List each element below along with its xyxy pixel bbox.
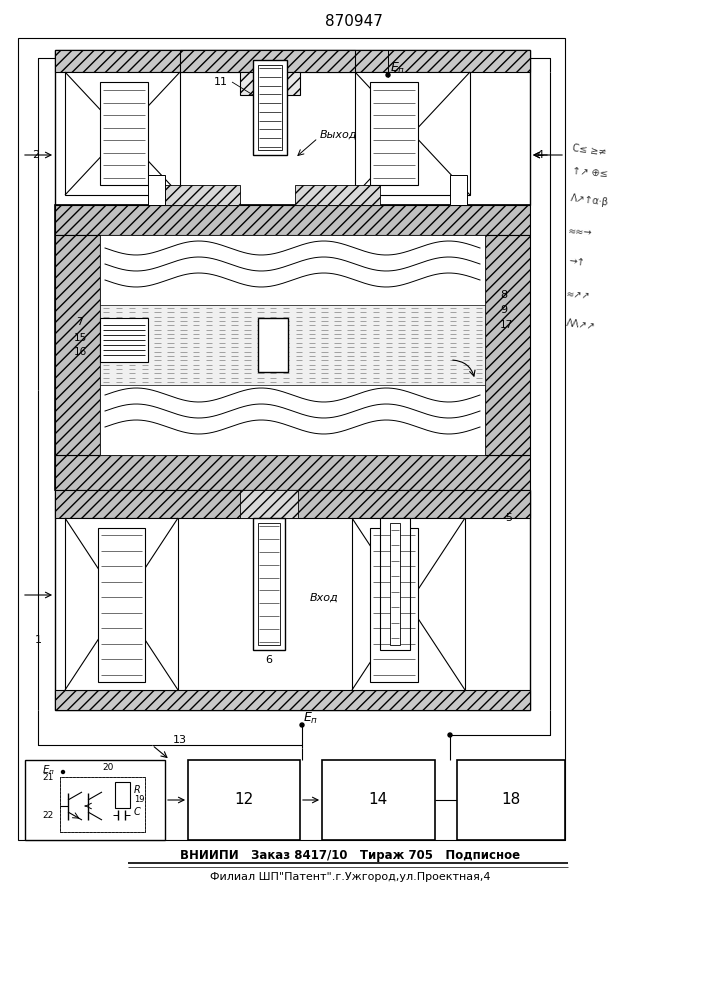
Bar bbox=[60, 777, 145, 832]
Text: 11: 11 bbox=[214, 77, 228, 87]
Circle shape bbox=[300, 723, 304, 727]
Text: $E_п$: $E_п$ bbox=[303, 710, 318, 726]
Text: 10: 10 bbox=[267, 340, 279, 350]
Bar bbox=[258, 523, 280, 645]
Bar bbox=[240, 490, 298, 518]
Bar bbox=[55, 205, 530, 235]
Bar bbox=[450, 175, 467, 205]
Bar bbox=[98, 528, 145, 682]
Bar bbox=[55, 455, 530, 490]
Text: 20: 20 bbox=[103, 764, 114, 772]
Bar bbox=[100, 318, 148, 362]
Bar bbox=[258, 65, 282, 150]
Bar bbox=[457, 760, 565, 840]
Circle shape bbox=[386, 73, 390, 77]
Text: 2: 2 bbox=[33, 150, 40, 160]
Text: →↑: →↑ bbox=[568, 256, 585, 268]
Circle shape bbox=[62, 770, 64, 774]
Text: 8: 8 bbox=[500, 290, 507, 300]
Text: 13: 13 bbox=[173, 735, 187, 745]
Text: 17: 17 bbox=[500, 320, 513, 330]
Text: 5: 5 bbox=[505, 513, 512, 523]
Bar bbox=[355, 72, 470, 195]
Bar bbox=[55, 490, 530, 710]
Bar bbox=[60, 777, 145, 832]
Bar bbox=[295, 185, 380, 205]
Text: 4: 4 bbox=[536, 150, 543, 160]
Text: 870947: 870947 bbox=[325, 14, 383, 29]
Bar bbox=[380, 518, 410, 650]
Text: 9: 9 bbox=[500, 305, 507, 315]
Bar bbox=[55, 50, 530, 205]
Text: ΛΛ↗↗: ΛΛ↗↗ bbox=[566, 318, 597, 332]
Bar bbox=[65, 518, 178, 690]
Bar bbox=[188, 760, 300, 840]
Bar bbox=[55, 205, 530, 490]
Text: Выход: Выход bbox=[320, 130, 358, 140]
Text: C≤ ≥≠: C≤ ≥≠ bbox=[572, 143, 607, 157]
Text: 6: 6 bbox=[266, 655, 272, 665]
Bar bbox=[253, 60, 287, 155]
Bar bbox=[115, 782, 130, 808]
Bar bbox=[370, 528, 418, 682]
Text: ≈≈→: ≈≈→ bbox=[568, 226, 593, 238]
Text: 1: 1 bbox=[35, 635, 42, 645]
Text: ≈↗↗: ≈↗↗ bbox=[566, 289, 591, 301]
Bar bbox=[322, 760, 435, 840]
Text: Филиал ШП"Патент".г.Ужгород,ул.Проектная,4: Филиал ШП"Патент".г.Ужгород,ул.Проектная… bbox=[210, 872, 490, 882]
Bar bbox=[370, 82, 418, 185]
Circle shape bbox=[448, 733, 452, 737]
Text: 14: 14 bbox=[368, 792, 387, 808]
Bar bbox=[55, 235, 100, 455]
Bar bbox=[25, 760, 165, 840]
Bar bbox=[352, 518, 465, 690]
Text: 16: 16 bbox=[74, 347, 87, 357]
Bar bbox=[55, 50, 530, 72]
Circle shape bbox=[273, 598, 277, 602]
Bar bbox=[240, 72, 300, 95]
Text: C: C bbox=[134, 807, 141, 817]
Text: R: R bbox=[134, 785, 141, 795]
Bar bbox=[100, 235, 485, 455]
Text: 18: 18 bbox=[501, 792, 520, 808]
Bar bbox=[65, 72, 180, 195]
Bar bbox=[155, 185, 240, 205]
Text: ВНИИПИ   Заказ 8417/10   Тираж 705   Подписное: ВНИИПИ Заказ 8417/10 Тираж 705 Подписное bbox=[180, 848, 520, 861]
Text: 15: 15 bbox=[74, 333, 87, 343]
Text: 21: 21 bbox=[42, 774, 53, 782]
Bar bbox=[148, 175, 165, 205]
Bar bbox=[180, 50, 355, 72]
Bar bbox=[100, 82, 148, 185]
Bar bbox=[253, 518, 285, 650]
Bar bbox=[258, 318, 288, 372]
Bar bbox=[390, 523, 400, 645]
Text: 3: 3 bbox=[392, 653, 399, 663]
Text: 22: 22 bbox=[42, 812, 53, 820]
Text: $E_п$: $E_п$ bbox=[42, 763, 55, 777]
Text: ↑↗ ⊕≤: ↑↗ ⊕≤ bbox=[572, 166, 608, 180]
Text: Λ↗↑α·β: Λ↗↑α·β bbox=[570, 193, 609, 207]
Bar bbox=[55, 490, 530, 518]
Text: 19: 19 bbox=[134, 796, 144, 804]
Text: Вход: Вход bbox=[310, 593, 339, 603]
Text: 7: 7 bbox=[76, 317, 83, 327]
Text: 12: 12 bbox=[235, 792, 254, 808]
Text: $E_п$: $E_п$ bbox=[390, 60, 405, 76]
Bar bbox=[100, 305, 485, 385]
Bar bbox=[55, 690, 530, 710]
Bar bbox=[18, 38, 565, 840]
Bar bbox=[485, 235, 530, 455]
